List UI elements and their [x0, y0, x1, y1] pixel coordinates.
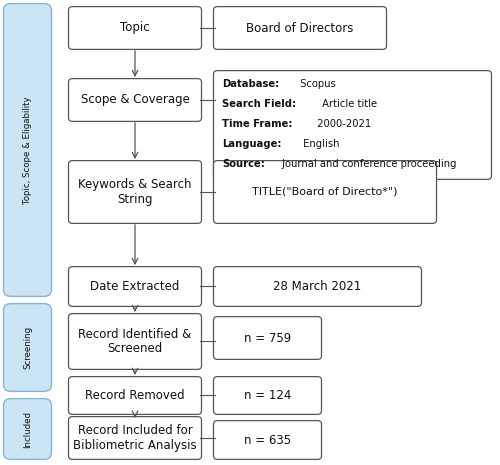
FancyBboxPatch shape	[214, 7, 386, 49]
FancyBboxPatch shape	[4, 304, 51, 392]
FancyBboxPatch shape	[4, 4, 51, 296]
Text: Scopus: Scopus	[298, 79, 336, 89]
Text: Time Frame:: Time Frame:	[222, 119, 292, 129]
Text: Journal and conference proceeding: Journal and conference proceeding	[279, 159, 456, 169]
Text: Search Field:: Search Field:	[222, 99, 296, 109]
FancyBboxPatch shape	[214, 71, 492, 179]
Text: Board of Directors: Board of Directors	[246, 21, 354, 34]
Text: Scope & Coverage: Scope & Coverage	[80, 93, 190, 106]
FancyBboxPatch shape	[214, 421, 322, 459]
Text: Record Included for
Bibliometric Analysis: Record Included for Bibliometric Analysi…	[73, 424, 197, 452]
Text: Source:: Source:	[222, 159, 265, 169]
Text: n = 759: n = 759	[244, 332, 291, 345]
Text: n = 635: n = 635	[244, 433, 291, 446]
FancyBboxPatch shape	[214, 377, 322, 414]
Text: Screening: Screening	[23, 326, 32, 369]
Text: Language:: Language:	[222, 139, 282, 149]
Text: 28 March 2021: 28 March 2021	[274, 280, 362, 293]
FancyBboxPatch shape	[68, 417, 202, 459]
FancyBboxPatch shape	[68, 266, 202, 306]
Text: Date Extracted: Date Extracted	[90, 280, 180, 293]
Text: Record Identified &
Screened: Record Identified & Screened	[78, 327, 192, 356]
Text: Record Removed: Record Removed	[85, 389, 185, 402]
FancyBboxPatch shape	[68, 7, 202, 49]
Text: Article title: Article title	[319, 99, 378, 109]
FancyBboxPatch shape	[68, 160, 202, 223]
Text: Included: Included	[23, 411, 32, 447]
Text: English: English	[300, 139, 340, 149]
Text: Keywords & Search
String: Keywords & Search String	[78, 178, 192, 206]
Text: Database:: Database:	[222, 79, 279, 89]
FancyBboxPatch shape	[4, 399, 51, 459]
FancyBboxPatch shape	[68, 377, 202, 414]
FancyBboxPatch shape	[68, 79, 202, 121]
FancyBboxPatch shape	[214, 160, 436, 223]
FancyBboxPatch shape	[214, 266, 422, 306]
FancyBboxPatch shape	[214, 317, 322, 359]
Text: 2000-2021: 2000-2021	[314, 119, 372, 129]
Text: Topic: Topic	[120, 21, 150, 34]
Text: Topic, Scope & Eligability: Topic, Scope & Eligability	[23, 96, 32, 204]
FancyBboxPatch shape	[68, 313, 202, 369]
Text: TITLE("Board of Directo*"): TITLE("Board of Directo*")	[252, 187, 398, 197]
Text: n = 124: n = 124	[244, 389, 291, 402]
